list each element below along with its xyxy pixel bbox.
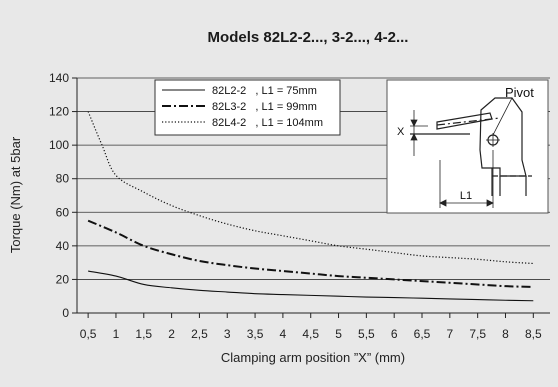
series-lines bbox=[87, 111, 534, 302]
x-dimension-label: X bbox=[397, 126, 405, 138]
legend-label-2: 82L4-2 , L1 = 104mm bbox=[212, 117, 323, 129]
x-dimension bbox=[410, 110, 428, 156]
y-axis-label: Torque (Nm) at 5bar bbox=[8, 136, 23, 253]
x-tick-label-4: 2,5 bbox=[191, 327, 208, 341]
series-line-2 bbox=[87, 111, 534, 265]
x-tick-label-12: 6,5 bbox=[414, 327, 431, 341]
l1-dimension-label: L1 bbox=[460, 190, 472, 202]
x-tick-label-16: 8,5 bbox=[525, 327, 542, 341]
x-tick-label-9: 5 bbox=[335, 327, 342, 341]
y-tick-label-0: 0 bbox=[62, 306, 69, 320]
legend-label-1: 82L3-2 , L1 = 99mm bbox=[212, 101, 317, 113]
series-line-1 bbox=[87, 219, 534, 288]
x-tick-label-5: 3 bbox=[224, 327, 231, 341]
series-line-0 bbox=[88, 270, 534, 302]
y-tick-label-2: 40 bbox=[56, 239, 70, 253]
y-tick-label-3: 60 bbox=[56, 205, 70, 219]
pivot-label: Pivot bbox=[505, 85, 534, 100]
x-tick-label-6: 3,5 bbox=[247, 327, 264, 341]
y-tick-label-5: 100 bbox=[49, 138, 69, 152]
clamp-body bbox=[479, 97, 532, 196]
y-tick-label-6: 120 bbox=[49, 105, 69, 119]
x-tick-label-0: 0,5 bbox=[80, 327, 97, 341]
clamp-arm bbox=[410, 112, 501, 135]
x-tick-label-3: 2 bbox=[168, 327, 175, 341]
x-axis-ticks: 0,5 1 1,5 2 2,5 3 3,5 4 4,5 5 5,5 6 6,5 7 7,5 8 8,5 bbox=[80, 313, 542, 341]
legend: 82L2-2 , L1 = 75mm 82L3-2 , L1 = 99mm 82L4… bbox=[154, 79, 341, 136]
y-tick-label-1: 20 bbox=[56, 272, 70, 286]
legend-label-0: 82L2-2 , L1 = 75mm bbox=[212, 85, 317, 97]
x-tick-label-7: 4 bbox=[280, 327, 287, 341]
pivot-marker bbox=[486, 97, 513, 147]
x-axis-label: Clamping arm position ”X” (mm) bbox=[221, 350, 405, 365]
inset-diagram: Pivot X L1 bbox=[386, 79, 549, 214]
x-tick-label-10: 5,5 bbox=[358, 327, 375, 341]
y-tick-label-7: 140 bbox=[49, 71, 69, 85]
x-tick-label-1: 1 bbox=[113, 327, 120, 341]
legend-box bbox=[154, 79, 341, 136]
x-tick-label-14: 7,5 bbox=[469, 327, 486, 341]
x-tick-label-13: 7 bbox=[446, 327, 453, 341]
chart-title: Models 82L2-2..., 3-2..., 4-2... bbox=[208, 29, 409, 46]
y-axis-ticks: 0 20 40 60 80 100 120 140 bbox=[49, 71, 77, 320]
x-tick-label-15: 8 bbox=[502, 327, 509, 341]
l1-dimension bbox=[439, 150, 494, 208]
x-tick-label-8: 4,5 bbox=[302, 327, 319, 341]
x-tick-label-2: 1,5 bbox=[135, 327, 152, 341]
y-tick-label-4: 80 bbox=[56, 172, 70, 186]
x-tick-label-11: 6 bbox=[391, 327, 398, 341]
